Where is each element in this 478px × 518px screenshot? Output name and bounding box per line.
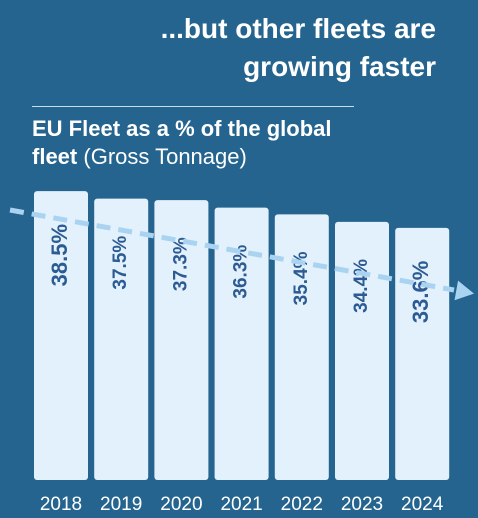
value-label-2018: 38.5% (47, 224, 72, 286)
x-tick-2021: 2021 (220, 494, 262, 515)
x-tick-2019: 2019 (100, 494, 142, 515)
value-label-2020: 37.3% (170, 237, 191, 291)
x-tick-2022: 2022 (281, 494, 323, 515)
bar-2020 (154, 200, 209, 480)
x-tick-2018: 2018 (40, 494, 82, 515)
value-label-2023: 34.4% (351, 259, 372, 313)
bar-2019 (94, 198, 149, 480)
chart-title-line-1: EU Fleet as a % of the global (32, 116, 332, 141)
headline: ...but other fleets are growing faster (16, 10, 436, 86)
value-label-2022: 35.4% (291, 251, 312, 305)
trend-line (9, 207, 455, 293)
x-tick-2023: 2023 (341, 494, 383, 515)
chart-title-bold-word: fleet (32, 144, 78, 169)
x-tick-2020: 2020 (160, 494, 202, 515)
bar-2022 (274, 214, 329, 480)
bar-2021 (214, 207, 269, 480)
title-divider (32, 106, 354, 107)
headline-line-2: growing faster (243, 51, 436, 82)
value-label-2024: 33.6% (408, 261, 433, 323)
bar-2023 (335, 221, 389, 480)
chart-title-line-2: fleet (Gross Tonnage) (32, 143, 452, 171)
bar-2024 (395, 227, 450, 480)
bar-2018 (34, 191, 88, 480)
x-tick-2024: 2024 (401, 494, 444, 515)
headline-line-1: ...but other fleets are (160, 13, 436, 44)
value-label-2019: 37.5% (110, 236, 131, 290)
chart-title: EU Fleet as a % of the global fleet (Gro… (32, 115, 452, 171)
chart-title-unit: (Gross Tonnage) (83, 144, 247, 169)
trend-arrowhead (454, 280, 474, 301)
value-label-2021: 36.3% (231, 245, 252, 299)
